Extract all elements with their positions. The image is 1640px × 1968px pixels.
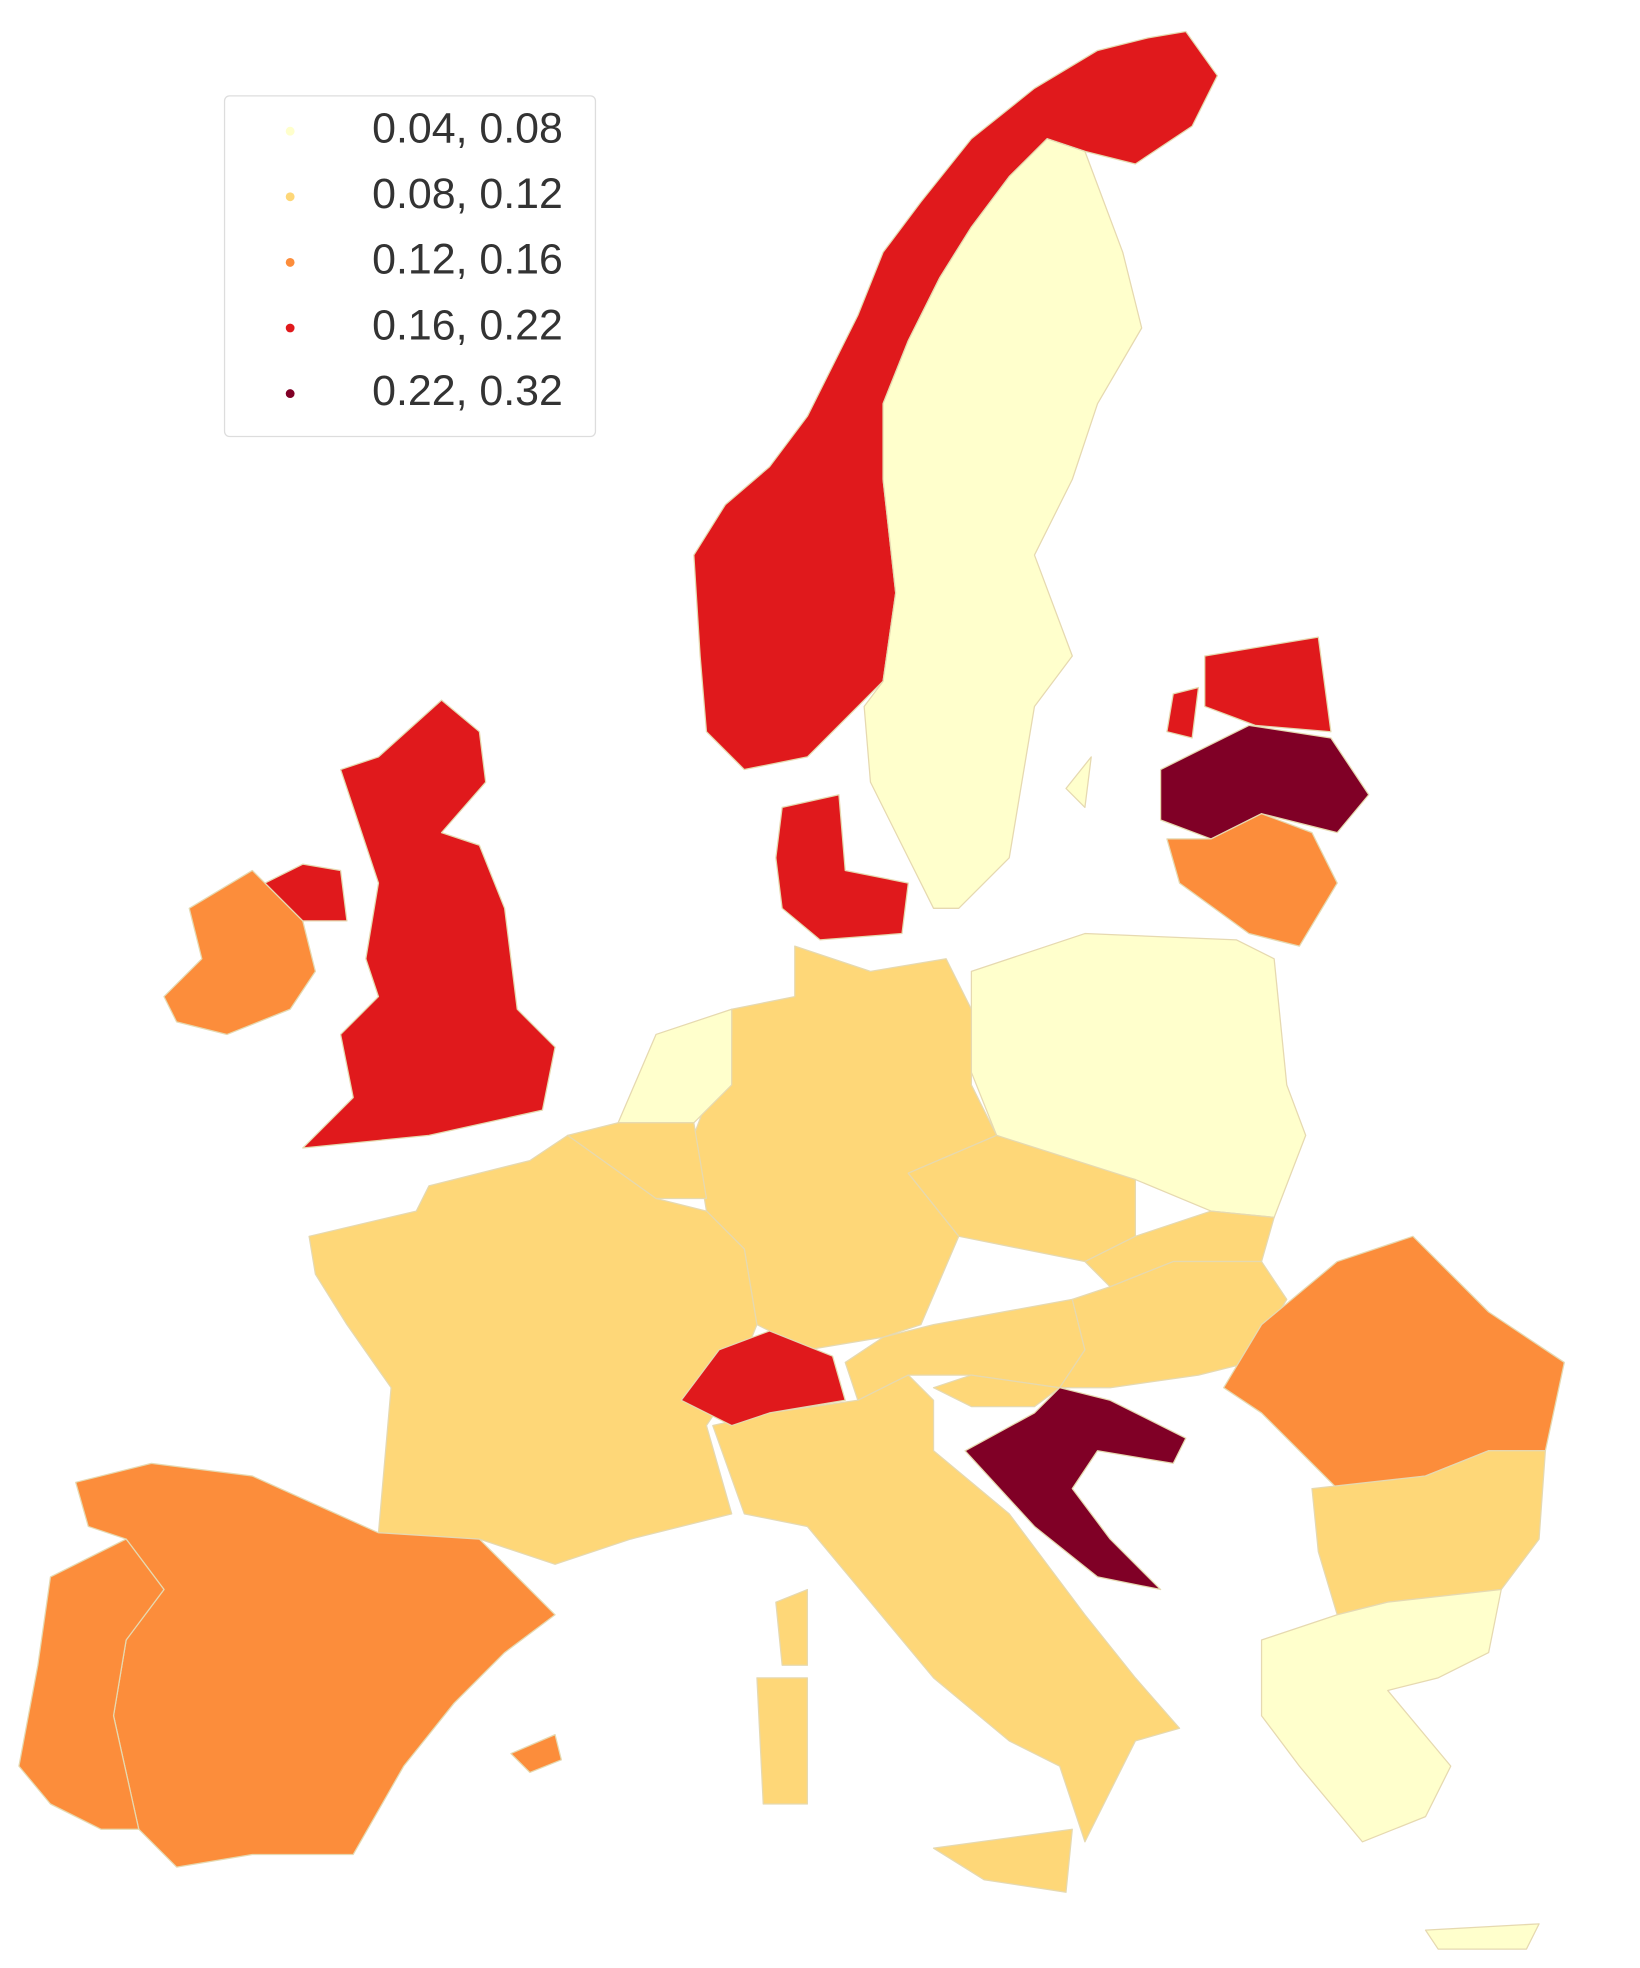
legend-marker [285, 323, 295, 333]
country [932, 1374, 1061, 1408]
country [1260, 1588, 1502, 1843]
legend-box [223, 95, 597, 438]
country [775, 794, 909, 941]
country [680, 1330, 846, 1427]
legend-label: 0.12, 0.16 [372, 236, 563, 284]
country [712, 1374, 1181, 1843]
country [302, 699, 556, 1149]
country [18, 1538, 165, 1830]
country [1159, 724, 1370, 840]
country [932, 1828, 1073, 1893]
country [308, 1134, 758, 1565]
country [775, 1588, 809, 1666]
legend-label: 0.08, 0.12 [372, 170, 563, 218]
legend-label: 0.16, 0.22 [372, 301, 563, 349]
country [617, 1008, 733, 1124]
legend-marker [285, 192, 295, 202]
country [510, 1733, 563, 1774]
country [1166, 813, 1338, 947]
country [1311, 1450, 1547, 1616]
legend-marker [285, 257, 295, 267]
country [1424, 1923, 1540, 1950]
legend-label: 0.04, 0.08 [372, 105, 563, 153]
country [964, 1387, 1187, 1591]
legend-marker [285, 389, 295, 399]
country [1065, 756, 1092, 809]
countries [18, 30, 1565, 1950]
country [163, 869, 317, 1036]
country [863, 138, 1143, 909]
legend: 0.04, 0.08 0.08, 0.12 0.12, 0.16 0.16, 0.22… [223, 95, 597, 438]
country [756, 1677, 809, 1805]
country [1204, 636, 1332, 733]
legend-label: 0.22, 0.32 [372, 367, 563, 415]
country [1166, 686, 1200, 739]
legend-marker [285, 126, 295, 136]
